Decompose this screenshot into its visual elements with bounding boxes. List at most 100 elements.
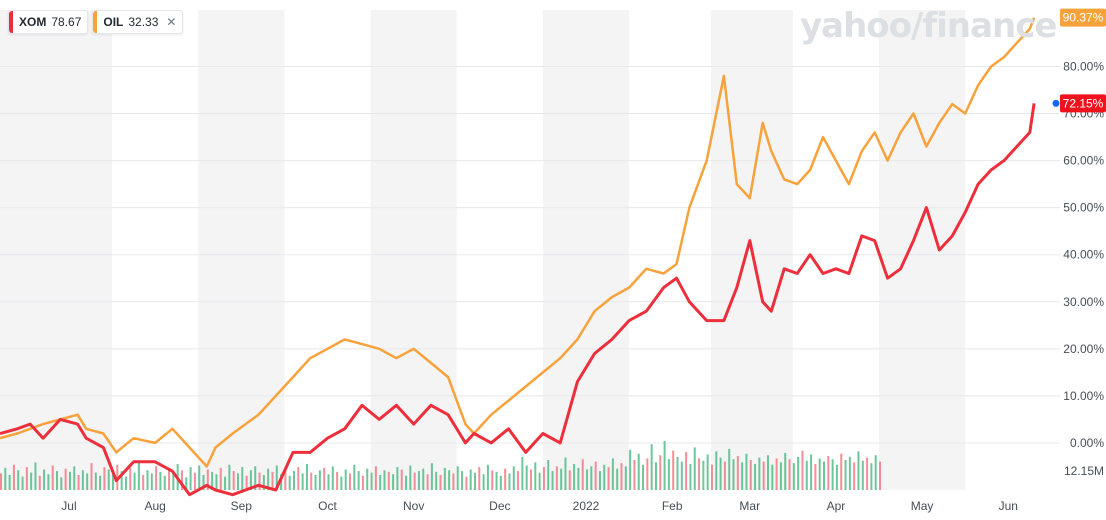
volume-bar bbox=[732, 459, 735, 490]
volume-bar bbox=[486, 464, 489, 490]
volume-bar bbox=[525, 465, 528, 490]
volume-bar bbox=[547, 460, 550, 490]
current-point-marker bbox=[1052, 99, 1060, 107]
volume-bar bbox=[137, 461, 140, 490]
volume-bar bbox=[172, 474, 175, 490]
volume-bar bbox=[51, 465, 54, 490]
volume-bar bbox=[198, 465, 201, 490]
volume-bar bbox=[38, 475, 41, 490]
volume-bar bbox=[473, 472, 476, 490]
volume-bar bbox=[142, 475, 145, 490]
volume-bar bbox=[452, 473, 455, 490]
volume-bar bbox=[710, 464, 713, 490]
volume-bar bbox=[361, 475, 364, 490]
volume-bar bbox=[267, 468, 270, 490]
volume-bar bbox=[715, 451, 718, 490]
volume-bar bbox=[288, 475, 291, 490]
y-tick-label: 0.00% bbox=[1070, 436, 1104, 450]
volume-bar bbox=[379, 475, 382, 490]
volume-bar bbox=[206, 469, 209, 490]
volume-bar bbox=[318, 470, 321, 490]
volume-bar bbox=[271, 471, 274, 490]
volume-bar bbox=[857, 451, 860, 490]
close-icon[interactable]: ✕ bbox=[166, 15, 177, 29]
volume-bar bbox=[284, 469, 287, 490]
volume-bar bbox=[818, 458, 821, 490]
volume-bar bbox=[159, 471, 162, 490]
volume-bar bbox=[448, 470, 451, 490]
legend-price-xom: 78.67 bbox=[51, 15, 82, 29]
volume-bar bbox=[305, 463, 308, 490]
y-tick-label: 80.00% bbox=[1063, 59, 1104, 73]
volume-bar bbox=[633, 460, 636, 490]
volume-bar bbox=[439, 475, 442, 490]
volume-bar bbox=[73, 466, 76, 490]
volume-bar bbox=[366, 468, 369, 490]
x-tick-label: Nov bbox=[403, 499, 424, 513]
volume-bar bbox=[456, 466, 459, 490]
series-line-oil[interactable] bbox=[0, 17, 1036, 468]
volume-bar bbox=[853, 462, 856, 490]
volume-bar bbox=[262, 475, 265, 490]
month-band bbox=[542, 10, 630, 490]
volume-bar bbox=[698, 458, 701, 490]
volume-bar bbox=[672, 450, 675, 490]
x-tick-label: 2022 bbox=[573, 499, 600, 513]
volume-bar bbox=[775, 458, 778, 490]
volume-bar bbox=[336, 471, 339, 490]
x-tick-label: Apr bbox=[827, 499, 846, 513]
volume-bar bbox=[784, 452, 787, 490]
volume-bar bbox=[146, 470, 149, 490]
volume-bar bbox=[797, 456, 800, 490]
volume-bar bbox=[469, 469, 472, 490]
volume-bar bbox=[723, 461, 726, 490]
volume-bar bbox=[530, 469, 532, 490]
x-tick-label: Jun bbox=[999, 499, 1018, 513]
volume-bar bbox=[719, 457, 722, 490]
volume-bar bbox=[25, 467, 28, 490]
y-tick-label: 50.00% bbox=[1063, 201, 1104, 215]
volume-bar bbox=[47, 474, 50, 490]
volume-bar bbox=[241, 467, 244, 490]
volume-bar bbox=[879, 461, 882, 490]
volume-bar bbox=[301, 473, 304, 490]
volume-bar bbox=[680, 461, 683, 490]
volume-bar bbox=[314, 475, 317, 490]
volume-bar bbox=[374, 466, 377, 490]
volume-bar bbox=[163, 475, 166, 490]
volume-bar bbox=[620, 463, 623, 490]
volume-bar bbox=[99, 475, 102, 490]
y-tick-label: 20.00% bbox=[1063, 342, 1104, 356]
volume-bar bbox=[693, 447, 696, 490]
volume-bar bbox=[331, 466, 334, 490]
month-band bbox=[0, 10, 113, 490]
volume-bar bbox=[17, 470, 20, 490]
volume-bar bbox=[383, 470, 386, 490]
volume-bar bbox=[340, 476, 343, 490]
volume-bar bbox=[400, 469, 403, 490]
volume-bar bbox=[512, 466, 515, 490]
month-band bbox=[198, 10, 285, 490]
volume-bar bbox=[577, 467, 580, 490]
legend-chip-xom[interactable]: XOM 78.67 bbox=[8, 10, 89, 34]
volume-bar bbox=[586, 469, 589, 490]
volume-bar bbox=[275, 465, 278, 490]
volume-bar bbox=[667, 459, 670, 490]
volume-bar bbox=[461, 471, 464, 490]
volume-bar bbox=[508, 473, 511, 490]
volume-bar bbox=[555, 466, 558, 490]
volume-bar bbox=[323, 467, 326, 490]
last-value-label-oil: 90.37% bbox=[1063, 11, 1104, 25]
volume-bar bbox=[0, 473, 2, 490]
volume-bar bbox=[831, 459, 834, 490]
volume-bar bbox=[12, 464, 15, 490]
volume-bar bbox=[155, 466, 158, 490]
volume-bar bbox=[805, 460, 808, 490]
series-line-xom[interactable] bbox=[0, 103, 1036, 497]
legend-chip-oil[interactable]: OIL 32.33 ✕ bbox=[92, 10, 184, 34]
volume-bar bbox=[766, 455, 769, 490]
volume-bar bbox=[124, 476, 127, 490]
volume-bar bbox=[56, 471, 59, 490]
volume-bar bbox=[224, 476, 227, 490]
